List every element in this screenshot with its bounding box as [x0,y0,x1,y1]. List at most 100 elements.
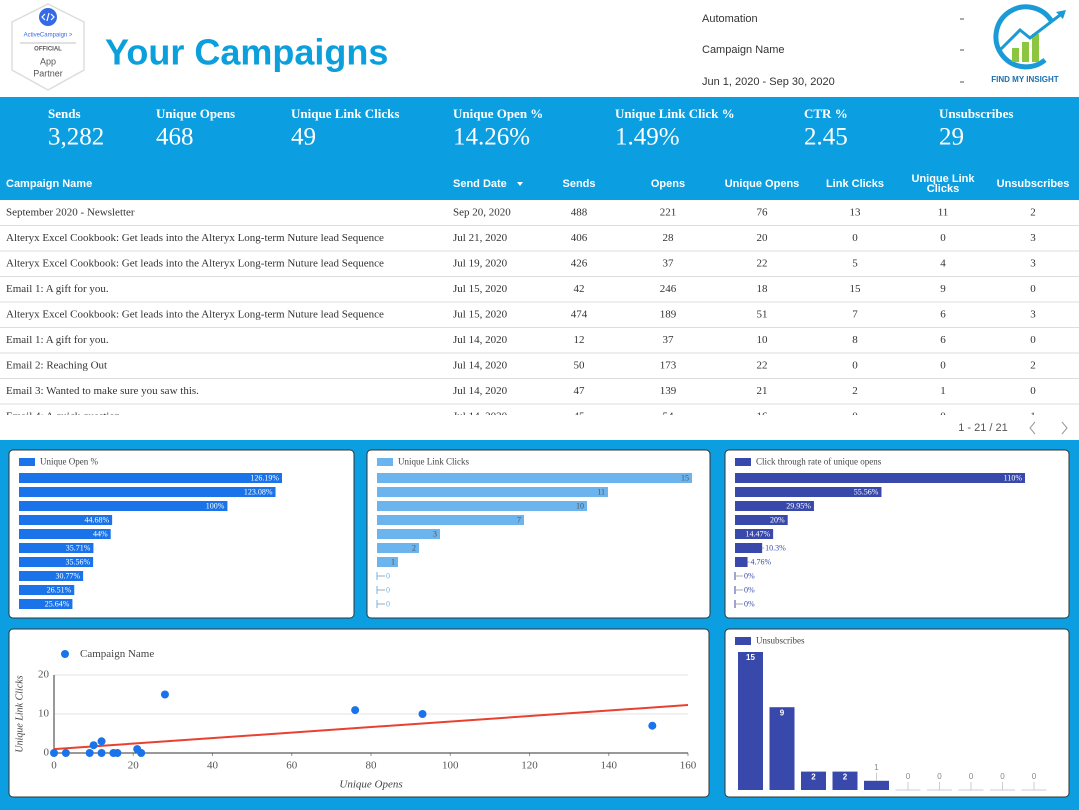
legend-label: Unique Open % [40,457,98,467]
column-header[interactable]: Campaign Name [6,178,92,190]
sort-indicator[interactable] [517,182,523,186]
legend-swatch [735,637,751,645]
table-cell: Alteryx Excel Cookbook: Get leads into t… [6,232,384,244]
data-label: 2 [843,773,848,782]
table-cell: 0 [852,411,858,423]
pagination: 1 - 21 / 21 [958,422,1008,434]
table-cell: 488 [571,207,588,219]
scorecard-value: 2.45 [804,124,848,151]
scorecard-value: 1.49% [615,124,680,151]
scorecard-label: Unique Link Click % [615,106,735,121]
data-label: 1 [874,763,879,772]
table-cell: 0 [940,232,946,244]
table-cell: 2 [852,385,858,397]
table-cell: 0 [940,360,946,372]
bar [19,585,75,595]
table-cell: 2 [1030,207,1036,219]
data-label: 0 [386,585,390,594]
brand-ring [993,4,1055,70]
scorecard-label: Unique Open % [453,106,543,121]
table-cell: 76 [757,207,769,219]
scorecard-value: 49 [291,124,316,151]
scatter-point [97,749,106,757]
column-header[interactable]: Link Clicks [826,178,884,190]
column-header-line: Unique Link [912,173,976,185]
column-header[interactable]: Opens [651,178,685,190]
table-cell: Jul 14, 2020 [453,360,508,372]
data-label: 11 [597,487,605,496]
data-label: 14.47% [745,529,770,538]
brand-bar [1032,34,1039,62]
scatter-point [85,749,94,757]
prev-page[interactable] [1029,421,1036,435]
bar [864,780,889,790]
table-cell: September 2020 - Newsletter [6,207,135,219]
trend-line [53,704,689,751]
x-axis-label: Unique Opens [339,779,402,791]
scatter-point [97,737,106,746]
scorecard-value: 14.26% [453,124,530,151]
brand-arrow [998,10,1065,52]
bar [19,487,276,497]
data-label: 35.56% [65,557,90,566]
scatter-point [50,749,58,757]
table-cell: Alteryx Excel Cookbook: Get leads into t… [6,258,384,270]
table-cell: 0 [1030,283,1036,295]
table-cell: Email 4: A quick question [6,411,121,423]
table-cell: 42 [574,283,585,295]
bar [735,543,763,553]
table-cell: 5 [852,258,858,270]
page-title: Your Campaigns [105,32,388,73]
table-cell: 0 [852,360,858,372]
data-label: 0% [744,585,755,594]
data-label: 44% [93,529,108,538]
bar [735,515,788,525]
data-label: 55.56% [854,487,879,496]
table-cell: 50 [574,360,586,372]
scatter-point [160,690,169,699]
column-header[interactable]: Send Date [453,178,507,190]
table-cell: 0 [1030,334,1036,346]
column-header[interactable]: Unsubscribes [997,178,1070,190]
y-axis-label: Unique Link Clicks [14,675,25,752]
bar [735,557,748,567]
bar [735,501,814,511]
table-cell: Jul 15, 2020 [453,309,508,321]
badge-text: Partner [33,68,63,78]
x-tick-label: 120 [521,760,538,772]
data-label: 123.08% [244,487,273,496]
data-label: 110% [1004,473,1023,482]
bar [19,557,94,567]
table-cell: 1 [940,385,946,397]
data-label: 29.95% [786,501,811,510]
filter-label: Jun 1, 2020 - Sep 30, 2020 [702,76,835,88]
column-header[interactable]: Unique Link Clicks [912,173,976,195]
table-cell: 1 [1030,411,1036,423]
scorecard-label: Unique Opens [156,106,235,121]
bar [19,529,111,539]
next-page[interactable] [1061,421,1068,435]
data-label: 2 [811,773,816,782]
data-label: 0 [386,599,390,608]
data-label: 35.71% [66,543,91,552]
bar [738,652,763,790]
scatter-point [648,721,657,730]
brand-name: FIND MY INSIGHT [991,75,1059,84]
data-label: 30.77% [55,571,80,580]
data-label: 2 [412,543,416,552]
x-tick-label: 60 [286,760,298,772]
legend-swatch [377,458,393,466]
column-header[interactable]: Unique Opens [725,178,800,190]
scorecard-value: 468 [156,124,194,151]
column-header[interactable]: Sends [562,178,595,190]
legend-label: Click through rate of unique opens [756,457,882,467]
table-cell: 221 [660,207,677,219]
table-cell: 139 [660,385,677,397]
table-cell: 0 [852,232,858,244]
data-label: 0 [937,772,942,781]
bar [377,529,440,539]
data-label: 3 [433,529,437,538]
table-cell: 406 [571,232,588,244]
table-cell: 12 [574,334,585,346]
